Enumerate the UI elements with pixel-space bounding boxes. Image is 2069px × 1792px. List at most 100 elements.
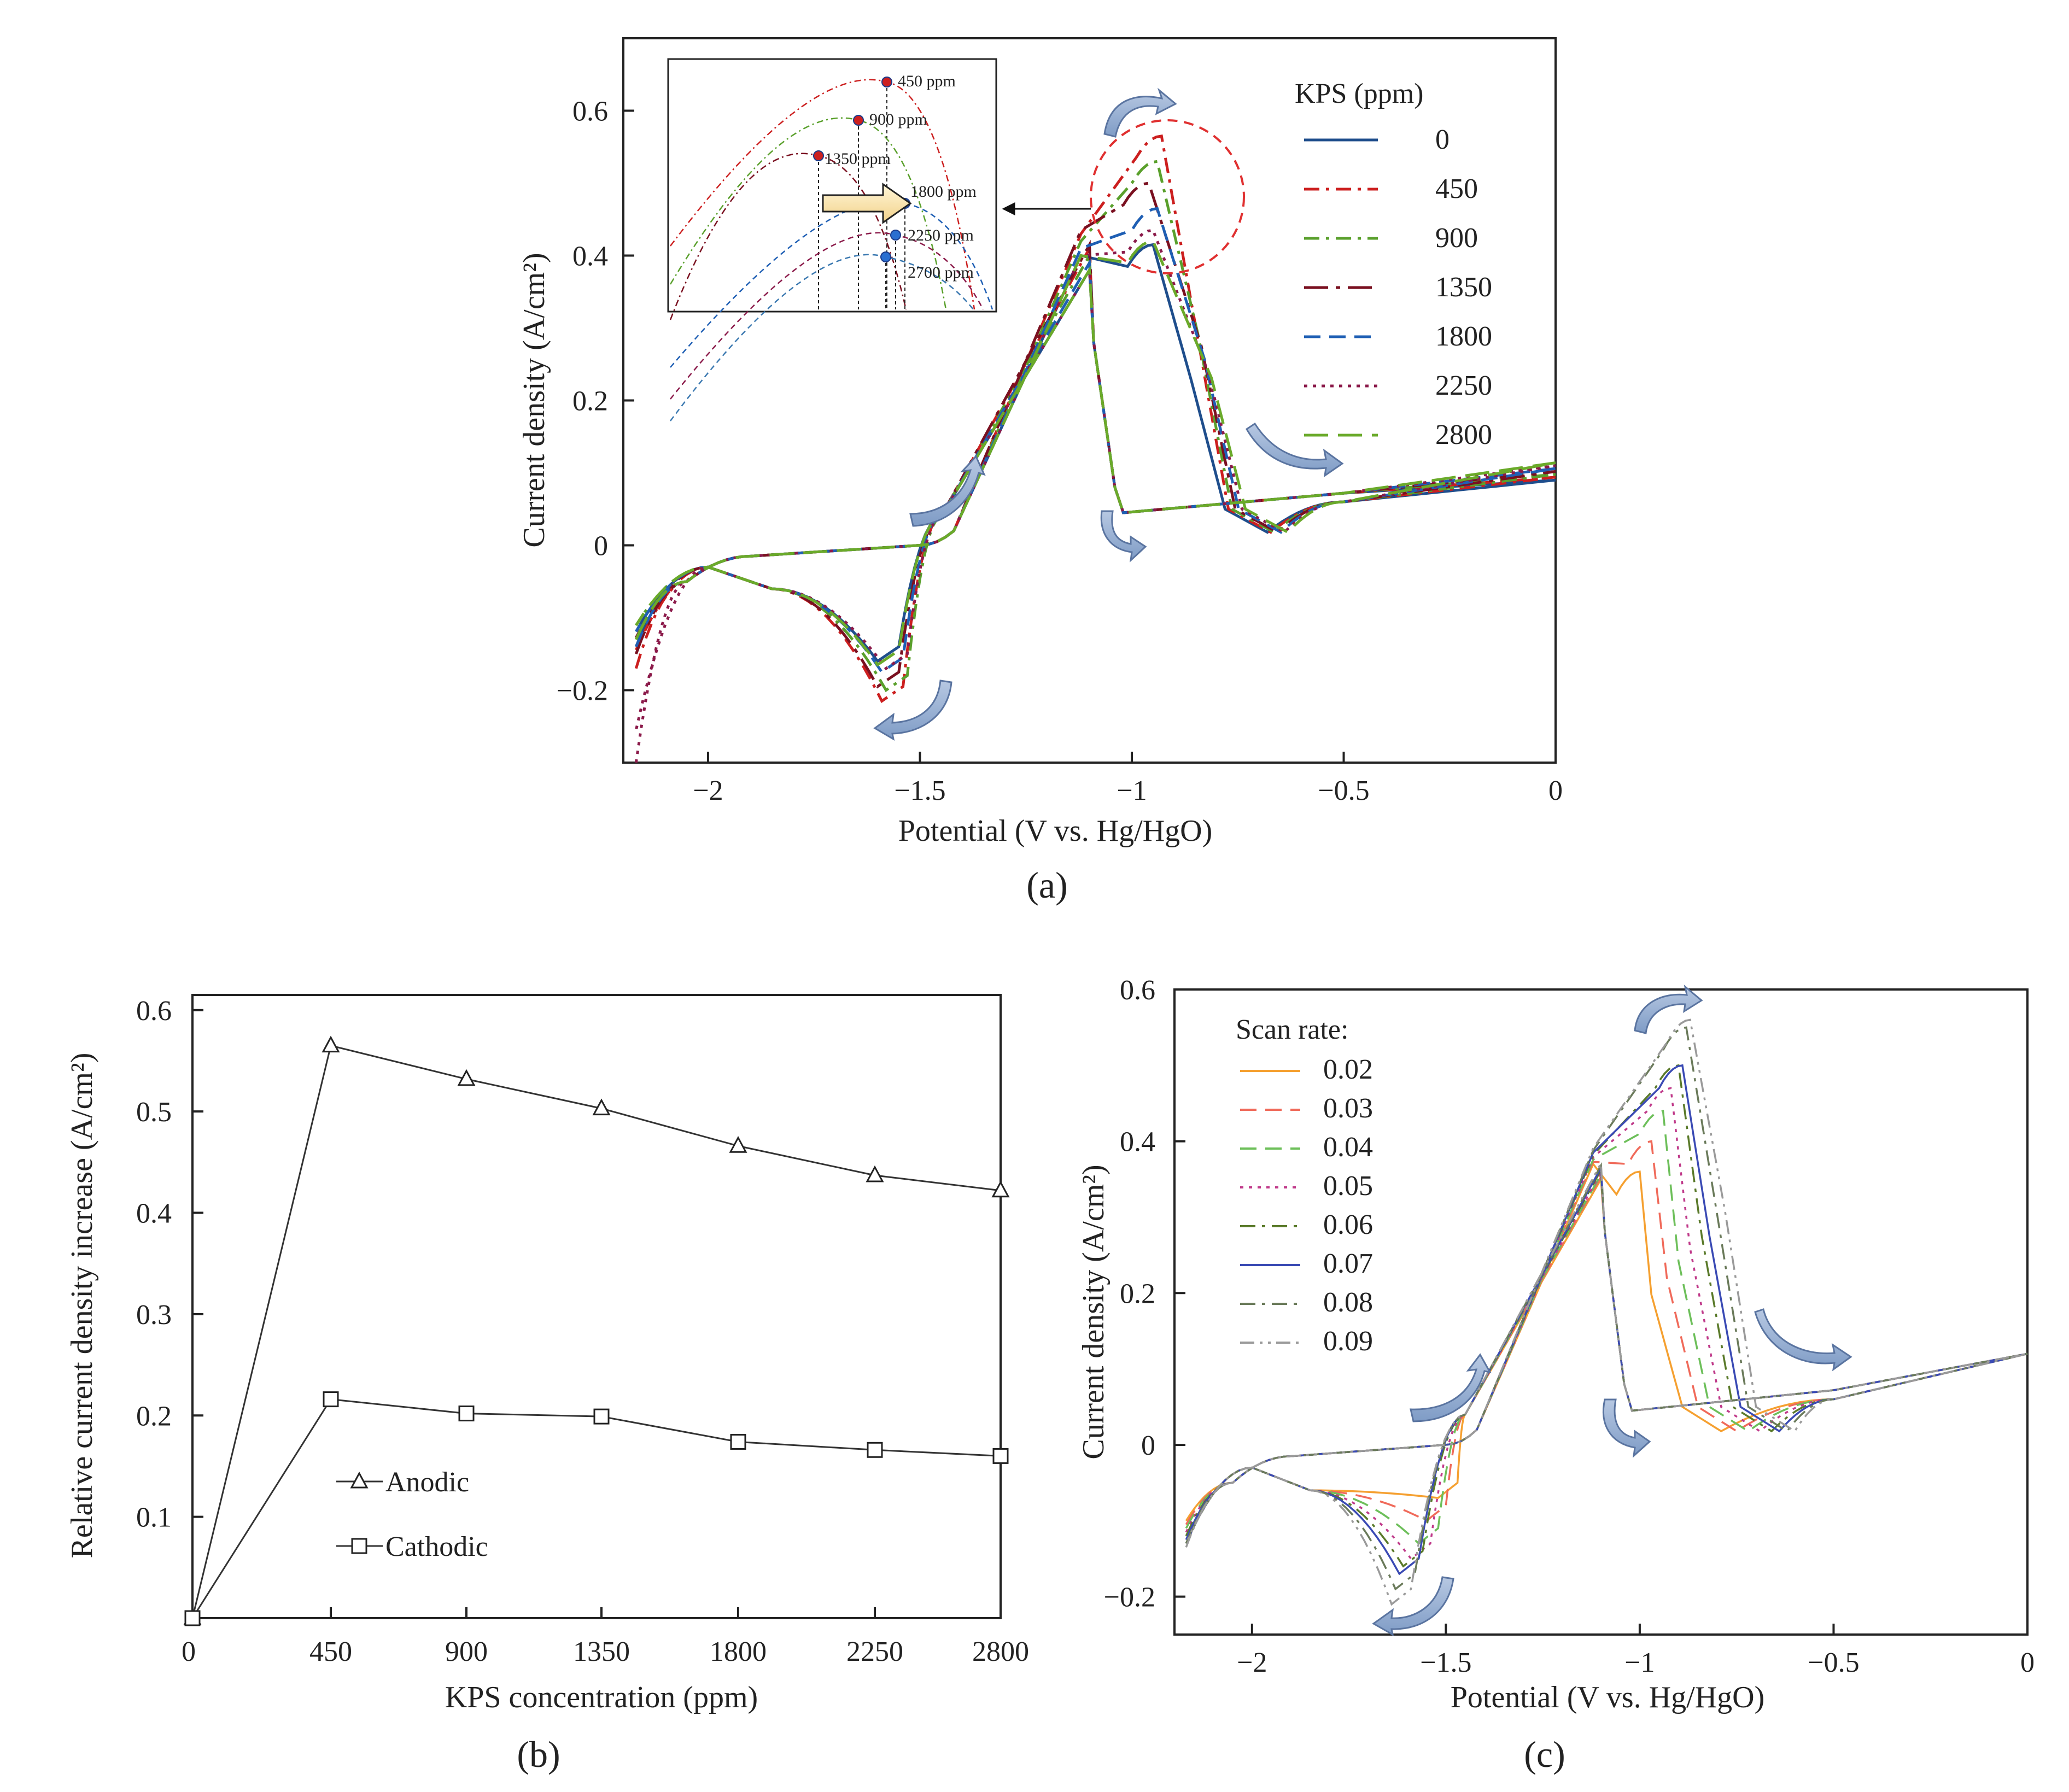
panel-c-curves	[1185, 1018, 2028, 1606]
x-tick-label: −2	[693, 775, 723, 806]
panel-a-inset: 450 ppm 900 ppm 1350 ppm 1800 ppm 2250 ppm 27…	[667, 58, 997, 421]
y-tick-label: 0.4	[572, 241, 608, 272]
inset-peak-marker	[853, 115, 864, 126]
legend-marker	[350, 1471, 369, 1489]
anodic-point	[729, 1136, 747, 1153]
scan-arrow-icon	[909, 455, 986, 527]
scan-arrow-icon	[1103, 87, 1177, 138]
series-line-0.04	[1185, 1110, 2028, 1545]
legend-marker	[351, 1538, 367, 1554]
scan-arrow-icon	[1754, 1308, 1852, 1372]
x-tick-label: −1.5	[894, 775, 945, 806]
anodic-point	[866, 1165, 884, 1182]
panel-a-zoom-circle	[1090, 119, 1245, 274]
scan-arrow-icon	[1245, 422, 1344, 478]
legend-title: Scan rate:	[1236, 1014, 1348, 1045]
anodic-point	[592, 1098, 611, 1116]
y-tick-label: 0.1	[136, 1502, 172, 1533]
legend-label: 450	[1435, 173, 1478, 204]
inset-label: 1350 ppm	[825, 150, 891, 168]
y-tick-label: 0.3	[136, 1299, 172, 1331]
x-tick-label: 0	[2020, 1647, 2035, 1678]
y-tick-label: 0.6	[136, 995, 172, 1027]
panel-b-y-axis-title: Relative current density increase (A/cm²…	[65, 1053, 99, 1559]
cathodic-point	[184, 1610, 201, 1626]
y-tick-label: 0.4	[136, 1198, 172, 1229]
series-line-0.05	[1185, 1087, 2028, 1560]
legend-label: 0	[1435, 124, 1450, 155]
y-tick-label: 0.2	[136, 1401, 172, 1432]
inset-label: 450 ppm	[898, 72, 956, 90]
panel-a-curves	[634, 134, 1556, 763]
x-tick-label: −2	[1237, 1647, 1267, 1678]
x-tick-label: −0.5	[1318, 775, 1369, 806]
cathodic-point	[992, 1448, 1009, 1464]
x-tick-label: 0	[182, 1636, 196, 1667]
y-tick-label: 0.5	[136, 1097, 172, 1128]
y-tick-label: 0.6	[1120, 975, 1155, 1006]
legend-title: KPS (ppm)	[1295, 78, 1423, 109]
x-tick-label: 1800	[710, 1636, 767, 1667]
legend-label: 0.09	[1323, 1326, 1373, 1357]
series-line-2800	[635, 239, 1556, 667]
legend-label: 1800	[1435, 321, 1492, 352]
inset-curve	[669, 254, 974, 421]
anodic-point	[457, 1069, 476, 1086]
inset-peak-marker	[813, 150, 824, 161]
legend-label: 0.03	[1323, 1093, 1373, 1124]
panel-a-scan-arrows	[873, 87, 1344, 741]
scan-arrow-icon	[1100, 510, 1147, 563]
anodic-point	[322, 1035, 340, 1053]
y-tick-label: −0.2	[1104, 1582, 1155, 1613]
legend-label: 0.05	[1323, 1170, 1373, 1202]
scan-arrow-icon	[1602, 1398, 1651, 1458]
inset-labels: 450 ppm 900 ppm 1350 ppm 1800 ppm 2250 ppm 27…	[825, 72, 977, 282]
series-line-2250	[634, 229, 1556, 763]
panel-a-y-axis-title: Current density (A/cm²)	[517, 253, 551, 547]
panel-b: 0 450 900 1350 1800 2250 2800 0.1 0.2 0.3 0.4 0.5 0.…	[65, 994, 1029, 1775]
panel-c-ticks: −2 −1.5 −1 −0.5 0 −0.2 0 0.2 0.4 0.6	[1104, 975, 2035, 1678]
panel-a-legend: KPS (ppm) 0 450 900 1350 1800 2250 2800	[1295, 78, 1492, 450]
y-tick-label: −0.2	[557, 676, 608, 707]
y-tick-label: 0	[1141, 1430, 1155, 1461]
panel-c-legend: Scan rate: 0.02 0.03 0.04 0.05 0.06 0.07 0.08 0…	[1236, 1014, 1373, 1357]
series-line-0.02	[1185, 1162, 2028, 1544]
inset-curve	[670, 232, 984, 400]
x-tick-label: 1350	[573, 1636, 630, 1667]
scan-arrow-icon	[873, 680, 952, 741]
x-tick-label: −1	[1117, 775, 1147, 806]
series-line-cathodic	[191, 1398, 1001, 1619]
legend-label: 0.06	[1323, 1209, 1373, 1240]
inset-label: 2250 ppm	[908, 226, 974, 244]
legend-label: 0.02	[1323, 1054, 1373, 1085]
panel-b-label: (b)	[517, 1734, 560, 1775]
legend-label: Cathodic	[385, 1531, 488, 1562]
panel-b-x-axis-title: KPS concentration (ppm)	[445, 1680, 758, 1714]
y-tick-label: 0	[594, 531, 608, 562]
cathodic-point	[323, 1391, 339, 1408]
panel-b-legend: Anodic Cathodic	[336, 1467, 488, 1562]
series-line-0.03	[1185, 1140, 2028, 1544]
x-tick-label: 0	[1548, 775, 1563, 806]
panel-c-y-axis-title: Current density (A/cm²)	[1077, 1164, 1111, 1459]
panel-b-plot-frame	[191, 994, 1002, 1619]
legend-label: Anodic	[385, 1467, 469, 1498]
anodic-point	[991, 1180, 1010, 1198]
inset-peak-marker	[880, 251, 891, 262]
inset-label: 900 ppm	[869, 110, 927, 128]
inset-shift-arrow-icon	[822, 183, 912, 224]
x-tick-label: 450	[309, 1636, 352, 1667]
panel-c-plot-frame	[1173, 988, 2029, 1636]
series-line-0.09	[1185, 1018, 2028, 1606]
y-tick-label: 0.2	[1120, 1278, 1155, 1309]
x-tick-label: 2250	[846, 1636, 903, 1667]
panel-c-label: (c)	[1524, 1734, 1565, 1775]
inset-peak-marker	[881, 77, 892, 87]
legend-label: 0.08	[1323, 1287, 1373, 1318]
legend-label: 0.07	[1323, 1248, 1373, 1279]
panel-a-label: (a)	[1026, 864, 1067, 906]
x-tick-label: −1.5	[1420, 1647, 1471, 1678]
x-tick-label: −1	[1624, 1647, 1655, 1678]
x-tick-label: 2800	[972, 1636, 1029, 1667]
